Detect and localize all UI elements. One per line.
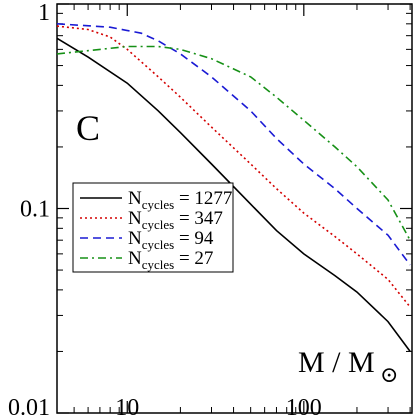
- axis-ticks: 10 100 0.01 0.1 1: [8, 0, 412, 418]
- x-tick-label: 10: [115, 395, 139, 418]
- x-tick-label: 100: [286, 395, 322, 418]
- y-tick-label: 0.1: [20, 197, 50, 223]
- panel-label: C: [76, 108, 100, 148]
- legend-label-2: Ncycles = 347: [128, 208, 223, 232]
- legend-label-4: Ncycles = 27: [128, 248, 213, 272]
- sun-symbol: ⊙: [380, 362, 398, 387]
- series-line-4: [56, 45, 411, 241]
- svg-text:M / M: M / M: [298, 346, 375, 379]
- y-tick-label: 1: [38, 0, 50, 26]
- x-axis-label: M / M ⊙: [298, 346, 398, 387]
- series-line-3: [56, 23, 411, 266]
- y-tick-label: 0.01: [8, 395, 50, 418]
- legend-label-1: Ncycles = 1277: [128, 188, 232, 212]
- legend-label-3: Ncycles = 94: [128, 228, 214, 252]
- series-lines: [56, 23, 411, 352]
- series-line-1: [56, 37, 411, 352]
